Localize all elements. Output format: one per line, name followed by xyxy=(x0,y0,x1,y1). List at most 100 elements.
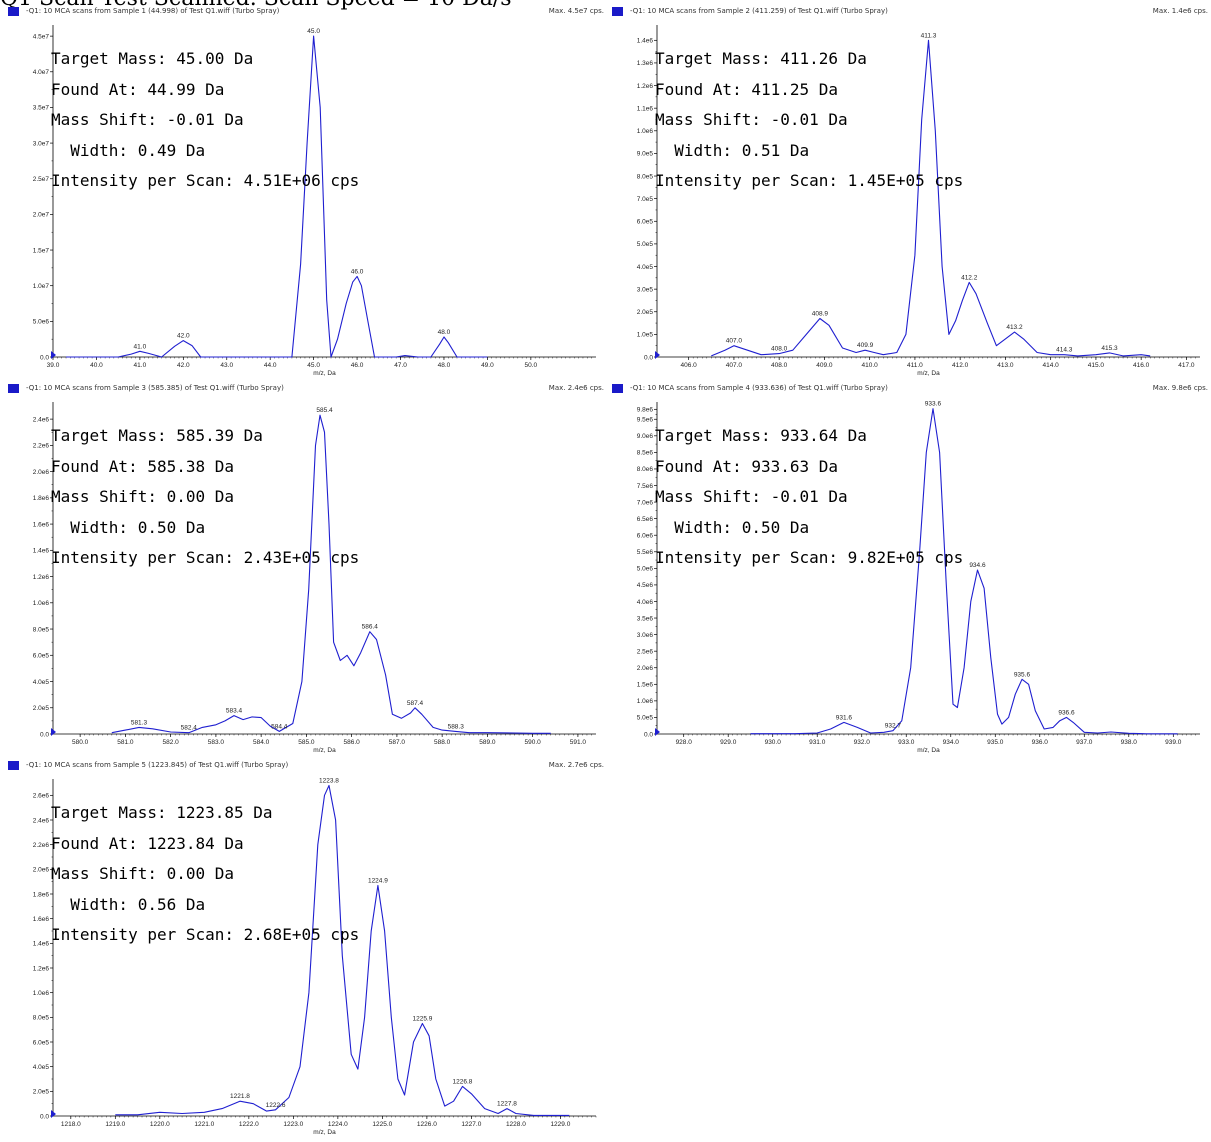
y-tick-label: 5.5e6 xyxy=(637,549,654,556)
peak-label: 1224.9 xyxy=(368,877,388,884)
x-tick-label: 939.0 xyxy=(1165,739,1182,746)
trace-color-swatch xyxy=(612,384,623,393)
y-tick-label: 5.0e6 xyxy=(33,319,50,326)
x-tick-label: 1220.0 xyxy=(150,1121,170,1128)
x-tick-label: 412.0 xyxy=(952,362,969,369)
x-tick-label: 934.0 xyxy=(943,739,960,746)
peak-info-line: Mass Shift: -0.01 Da xyxy=(655,487,848,506)
trace-color-swatch xyxy=(8,384,19,393)
spectrum-trace xyxy=(711,39,1151,357)
peak-info-line: Found At: 933.63 Da xyxy=(655,456,839,476)
peak-label: 415.3 xyxy=(1101,345,1118,352)
y-tick-label: 3.0e7 xyxy=(33,140,50,147)
x-tick-label: 45.0 xyxy=(307,362,320,369)
x-axis-label: m/z, Da xyxy=(917,747,940,754)
max-intensity-label: Max. 1.4e6 cps. xyxy=(1152,7,1208,15)
peak-label: 42.0 xyxy=(177,333,190,340)
x-tick-label: 44.0 xyxy=(264,362,277,369)
peak-label: 932.7 xyxy=(885,723,902,730)
x-axis-label: m/z, Da xyxy=(917,370,940,377)
spectrum-panel: -Q1: 10 MCA scans from Sample 4 (933.636… xyxy=(612,384,1208,760)
x-tick-label: 587.0 xyxy=(389,739,406,746)
peak-info-line: Intensity per Scan: 1.45E+05 cps xyxy=(655,171,964,190)
y-tick-label: 4.0e6 xyxy=(637,599,654,606)
y-tick-label: 0.0 xyxy=(40,354,49,361)
x-tick-label: 47.0 xyxy=(394,362,407,369)
x-tick-label: 406.0 xyxy=(681,362,698,369)
x-tick-label: 935.0 xyxy=(987,739,1004,746)
y-tick-label: 6.0e6 xyxy=(637,533,654,540)
y-tick-label: 7.0e6 xyxy=(637,499,654,506)
x-tick-label: 1229.0 xyxy=(550,1121,570,1128)
y-tick-label: 1.5e6 xyxy=(637,682,654,689)
x-tick-label: 580.0 xyxy=(72,739,89,746)
peak-info-line: Intensity per Scan: 2.68E+05 cps xyxy=(51,925,360,944)
x-tick-label: 48.0 xyxy=(438,362,451,369)
y-tick-label: 0.0 xyxy=(644,354,653,361)
peak-info-line: Target Mass: 1223.85 Da xyxy=(51,803,273,822)
y-tick-label: 6.0e5 xyxy=(637,219,654,226)
peak-label: 411.3 xyxy=(921,32,937,39)
peak-label: 583.4 xyxy=(226,708,243,715)
peak-label: 586.4 xyxy=(362,624,379,631)
y-tick-label: 2.0e5 xyxy=(33,1089,50,1096)
peak-info-line: Found At: 1223.84 Da xyxy=(51,833,244,853)
peak-label: 412.2 xyxy=(961,274,978,281)
y-tick-label: 2.0e6 xyxy=(33,867,50,874)
max-intensity-label: Max. 2.7e6 cps. xyxy=(548,761,604,769)
axis-origin-marker xyxy=(51,728,56,736)
peak-label: 41.0 xyxy=(134,343,147,350)
peak-label: 936.6 xyxy=(1058,709,1075,716)
y-tick-label: 9.5e6 xyxy=(637,417,654,424)
spectrum-header: -Q1: 10 MCA scans from Sample 1 (44.998)… xyxy=(26,7,280,15)
peak-label: 409.9 xyxy=(857,342,874,349)
x-tick-label: 929.0 xyxy=(720,739,737,746)
y-tick-label: 3.5e6 xyxy=(637,615,654,622)
peak-info-line: Target Mass: 933.64 Da xyxy=(655,426,867,445)
spectrum-trace xyxy=(750,408,1178,735)
peak-info-line: Mass Shift: -0.01 Da xyxy=(51,110,244,129)
y-tick-label: 6.0e5 xyxy=(33,653,50,660)
y-tick-label: 2.4e6 xyxy=(33,416,50,423)
spectrum-trace xyxy=(66,35,488,358)
y-tick-label: 1.1e6 xyxy=(637,105,654,112)
peak-label: 48.0 xyxy=(438,329,451,336)
peak-label: 1223.8 xyxy=(319,777,339,784)
y-tick-label: 2.5e7 xyxy=(33,176,50,183)
spectrum-header: -Q1: 10 MCA scans from Sample 3 (585.385… xyxy=(26,384,284,392)
peak-label: 45.0 xyxy=(307,28,320,35)
x-tick-label: 41.0 xyxy=(134,362,147,369)
y-tick-label: 4.5e7 xyxy=(33,33,50,40)
x-tick-label: 1223.0 xyxy=(283,1121,303,1128)
x-tick-label: 932.0 xyxy=(854,739,871,746)
y-tick-label: 2.0e6 xyxy=(637,665,654,672)
x-tick-label: 39.0 xyxy=(47,362,60,369)
x-tick-label: 1226.0 xyxy=(417,1121,437,1128)
y-tick-label: 3.5e7 xyxy=(33,105,50,112)
x-tick-label: 414.0 xyxy=(1043,362,1060,369)
peak-info-line: Mass Shift: 0.00 Da xyxy=(51,864,235,883)
max-intensity-label: Max. 2.4e6 cps. xyxy=(548,384,604,392)
spectrum-panel: -Q1: 10 MCA scans from Sample 5 (1223.84… xyxy=(8,761,604,1142)
y-tick-label: 3.0e5 xyxy=(637,286,654,293)
peak-label: 587.4 xyxy=(407,700,424,707)
peak-info-line: Found At: 44.99 Da xyxy=(51,79,225,99)
x-tick-label: 928.0 xyxy=(676,739,693,746)
peak-label: 934.6 xyxy=(969,562,986,569)
peak-label: 582.4 xyxy=(181,725,198,732)
y-tick-label: 2.0e6 xyxy=(33,469,50,476)
y-tick-label: 0.0 xyxy=(40,1113,49,1120)
peak-label: 584.4 xyxy=(271,723,288,730)
peak-label: 933.6 xyxy=(925,401,942,408)
y-tick-label: 2.5e6 xyxy=(637,648,654,655)
x-tick-label: 581.0 xyxy=(117,739,134,746)
max-intensity-label: Max. 9.8e6 cps. xyxy=(1152,384,1208,392)
y-tick-label: 0.0 xyxy=(644,731,653,738)
y-tick-label: 4.0e5 xyxy=(637,264,654,271)
peak-info-line: Intensity per Scan: 9.82E+05 cps xyxy=(655,548,964,567)
spectrum-plot: 0.0 5.0e6 1.0e7 1.5e7 2.0e7 2.5e7 3.0e7 3.5e7 4.… xyxy=(33,25,596,377)
x-tick-label: 936.0 xyxy=(1032,739,1049,746)
peak-info-line: Width: 0.50 Da xyxy=(655,517,810,537)
y-tick-label: 8.0e5 xyxy=(637,173,654,180)
y-tick-label: 7.0e5 xyxy=(637,196,654,203)
